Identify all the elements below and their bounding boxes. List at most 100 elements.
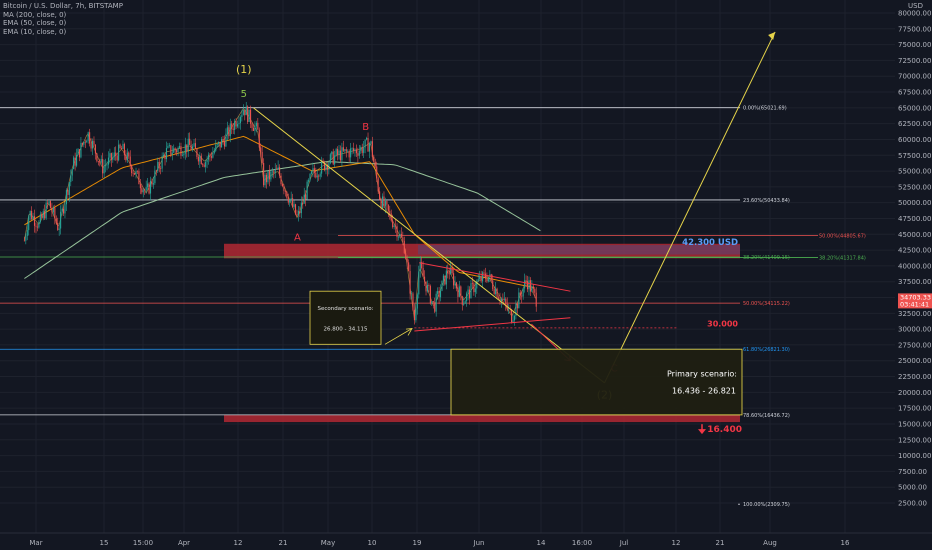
candle-body [366, 137, 368, 140]
candles [23, 101, 537, 326]
candle-body [422, 268, 424, 277]
candle-body [344, 149, 346, 151]
candle-body [526, 281, 529, 290]
candle-body [363, 147, 365, 153]
candle-body [144, 190, 146, 191]
y-tick-label: 47500.00 [898, 215, 931, 223]
candle-body [392, 220, 394, 228]
y-tick-label: 22500.00 [898, 373, 931, 381]
candle-body [445, 270, 447, 285]
candle-body [355, 149, 357, 154]
candle-body [205, 161, 207, 167]
wave-label: A [294, 233, 301, 244]
candle-body [326, 164, 328, 170]
fib-label: 50.00%(44805.67) [819, 234, 866, 240]
candle-body [271, 171, 273, 173]
candle-body [303, 194, 305, 204]
candle-body [299, 210, 301, 214]
candle-body [49, 201, 52, 208]
candle-body [532, 286, 534, 289]
candle-body [51, 207, 53, 213]
candle-body [334, 155, 336, 165]
candle-body [44, 211, 46, 219]
candle-body [155, 170, 157, 172]
symbol-title[interactable]: Bitcoin / U.S. Dollar, 7h, BITSTAMP [3, 2, 123, 10]
candle-body [451, 267, 453, 274]
candle-body [48, 201, 50, 204]
candle-body [341, 147, 343, 161]
candle-body [86, 140, 88, 143]
candle-body [120, 148, 123, 149]
candle-body [52, 207, 54, 213]
candle-body [457, 288, 459, 297]
candle-body [128, 152, 130, 157]
y-tick-label: 25000.00 [898, 357, 931, 365]
primary-scenario-title: Primary scenario: [667, 370, 737, 379]
candle-body [71, 169, 73, 176]
candle-body [222, 139, 224, 141]
candle-body [28, 216, 30, 231]
candle-body [280, 175, 282, 185]
target-low-label: 16.400 [707, 425, 742, 435]
time-axis[interactable]: Mar 15 15:00 Apr 12 21 May 10 19 Jun 14 16:00 Jul 12 2… [0, 532, 932, 547]
candle-body [383, 196, 385, 207]
candle-body [360, 147, 362, 151]
candle-body [323, 161, 326, 171]
candle-body [358, 150, 360, 156]
indicator-ema10[interactable]: EMA (10, close, 0) [3, 27, 67, 36]
candle-body [387, 204, 389, 211]
candle-body [290, 198, 292, 200]
candle-body [134, 173, 136, 175]
indicator-ma200[interactable]: MA (200, close, 0) [3, 10, 67, 19]
candle-body [61, 208, 63, 212]
triangle-upper-line [419, 262, 571, 292]
candle-body [157, 161, 159, 171]
candle-body [170, 145, 172, 155]
candle-body [273, 171, 275, 173]
candle-body [218, 141, 220, 144]
candle-body [187, 138, 189, 152]
candle-body [450, 267, 452, 275]
candle-body [486, 278, 488, 282]
candle-body [453, 273, 455, 286]
candle-body [180, 146, 182, 156]
price-axis[interactable]: 80000.00 77500.00 75000.00 72500.00 70000.00… [898, 2, 932, 508]
candle-body [268, 170, 270, 180]
candle-body [23, 240, 25, 242]
candle-body [206, 159, 208, 162]
candle-body [168, 145, 170, 147]
candle-body [528, 280, 530, 290]
candle-body [248, 109, 250, 122]
wave-1-to-2-line [253, 107, 605, 384]
candle-body [319, 173, 321, 177]
candle-body [77, 149, 79, 155]
y-tick-label: 10000.00 [898, 452, 931, 460]
primary-scenario-box [450, 348, 743, 416]
candle-body [434, 302, 436, 312]
target-down-arrowhead [698, 429, 706, 435]
candle-body [225, 133, 227, 147]
candle-body [203, 164, 205, 167]
x-tick-label: 19 [413, 539, 422, 547]
ema50-line [24, 135, 535, 289]
candle-body [455, 282, 458, 289]
x-tick-label: 16 [841, 539, 850, 547]
candle-body [94, 144, 96, 154]
indicator-ema50[interactable]: EMA (50, close, 0) [3, 19, 67, 27]
x-tick-label: Jul [619, 539, 629, 547]
candle-body [125, 155, 127, 161]
candle-body [235, 121, 237, 127]
candle-body [482, 272, 484, 282]
candle-body [232, 128, 234, 130]
candle-body [160, 168, 162, 169]
candle-body [381, 196, 384, 209]
projection-line [604, 31, 776, 384]
candle-body [167, 146, 169, 149]
candle-body [305, 194, 307, 200]
candle-body [315, 172, 317, 178]
candle-body [231, 123, 233, 129]
candle-body [42, 211, 44, 218]
candle-body [100, 159, 102, 163]
